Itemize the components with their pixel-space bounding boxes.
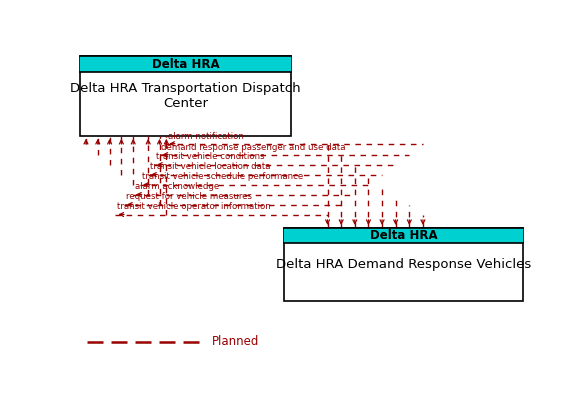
Text: Delta HRA Demand Response Vehicles: Delta HRA Demand Response Vehicles	[276, 258, 532, 271]
Text: Delta HRA Transportation Dispatch
Center: Delta HRA Transportation Dispatch Center	[70, 83, 301, 111]
Text: transit vehicle operator information: transit vehicle operator information	[117, 202, 271, 211]
Text: request for vehicle measures: request for vehicle measures	[126, 192, 252, 201]
Text: Delta HRA: Delta HRA	[152, 58, 220, 71]
Text: demand response passenger and use data: demand response passenger and use data	[161, 143, 346, 151]
Bar	[284, 228, 523, 301]
Text: alarm notification: alarm notification	[168, 132, 244, 141]
Text: Planned: Planned	[212, 335, 259, 348]
Text: transit vehicle conditions: transit vehicle conditions	[156, 153, 264, 162]
Bar	[284, 228, 523, 243]
Text: alarm acknowledge: alarm acknowledge	[135, 182, 219, 192]
Bar	[80, 56, 291, 136]
Text: transit vehicle schedule performance: transit vehicle schedule performance	[142, 173, 304, 181]
Text: transit vehicle location data: transit vehicle location data	[150, 162, 271, 171]
Bar	[80, 56, 291, 72]
Text: Delta HRA: Delta HRA	[370, 229, 438, 242]
